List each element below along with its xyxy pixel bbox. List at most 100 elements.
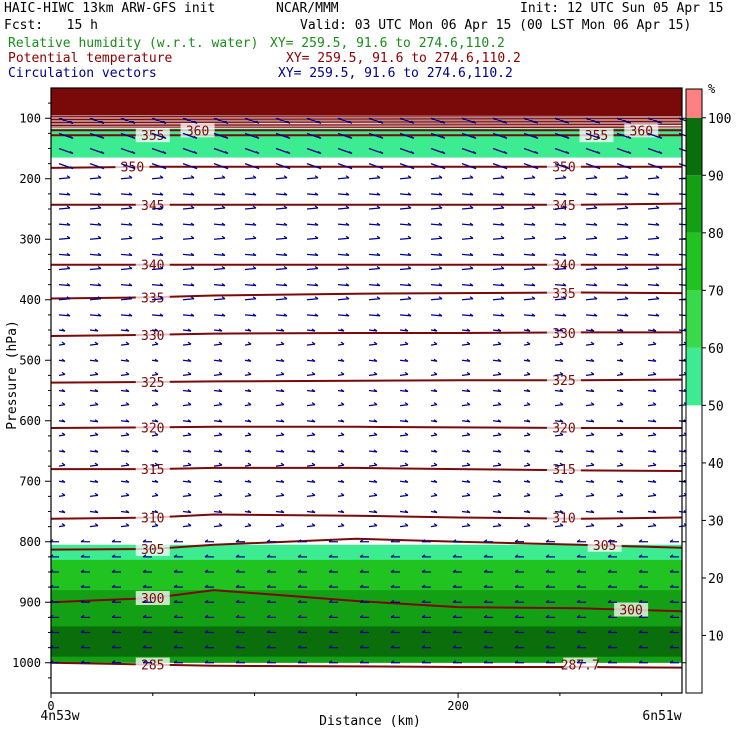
wind-vector-head xyxy=(526,358,531,362)
wind-vector xyxy=(120,147,136,155)
wind-vector-head xyxy=(142,539,147,543)
wind-vector-head xyxy=(162,166,167,170)
wind-vector-head xyxy=(328,614,333,618)
wind-vector-head xyxy=(497,328,502,332)
wind-vector-head xyxy=(466,371,471,375)
wind-vector-head xyxy=(500,266,505,269)
wind-vector xyxy=(244,314,257,317)
wind-vector xyxy=(492,253,505,256)
theta-label: 285 xyxy=(141,659,164,674)
wind-vector xyxy=(647,329,657,332)
wind-vector xyxy=(58,434,66,437)
wind-vector xyxy=(337,373,345,376)
theta-label: 360 xyxy=(186,124,209,139)
wind-vector xyxy=(647,132,663,139)
wind-vector xyxy=(337,223,350,226)
wind-vector-head xyxy=(390,660,395,664)
wind-vector xyxy=(554,253,567,256)
colorbar-unit: % xyxy=(708,82,716,96)
wind-vector-head xyxy=(159,235,164,239)
wind-vector xyxy=(213,480,223,483)
wind-vector-head xyxy=(469,205,474,209)
wind-vector-head xyxy=(61,449,66,453)
wind-vector xyxy=(306,314,319,317)
wind-vector xyxy=(244,373,252,376)
wind-vector xyxy=(151,373,159,376)
wind-vector-head xyxy=(531,283,536,287)
wind-vector-head xyxy=(483,630,488,633)
wind-vector-head xyxy=(311,479,316,483)
wind-vector xyxy=(492,329,502,332)
wind-vector-head xyxy=(187,449,192,453)
wind-vector-head xyxy=(125,328,130,332)
wind-vector xyxy=(430,298,443,301)
wind-vector-head xyxy=(66,205,71,209)
wind-vector-head xyxy=(565,135,570,139)
wind-vector-head xyxy=(619,389,624,392)
wind-vector-head xyxy=(503,120,508,124)
wind-vector-head xyxy=(247,358,252,362)
colorbar-tick-label: 80 xyxy=(708,227,724,242)
x-end-label-left: 4n53w xyxy=(40,709,79,724)
wind-vector-head xyxy=(348,135,353,139)
wind-vector-head xyxy=(94,389,99,392)
wind-vector xyxy=(182,237,195,240)
wind-vector xyxy=(368,132,384,139)
wind-vector-head xyxy=(619,449,624,453)
wind-vector-head xyxy=(576,584,581,588)
wind-vector-head xyxy=(297,630,302,633)
wind-vector xyxy=(368,373,378,376)
wind-vector-head xyxy=(359,569,364,573)
wind-vector-head xyxy=(125,432,130,436)
wind-vector-head xyxy=(317,120,322,124)
wind-vector xyxy=(461,389,471,393)
wind-vector xyxy=(585,494,595,497)
wind-vector xyxy=(89,163,105,170)
wind-vector-head xyxy=(652,523,657,527)
wind-vector-head xyxy=(218,492,223,496)
wind-vector-head xyxy=(562,175,567,179)
wind-vector xyxy=(492,510,502,514)
wind-vector-head xyxy=(345,192,350,196)
wind-vector-head xyxy=(441,120,446,124)
wind-vector-head xyxy=(128,313,133,317)
wind-vector xyxy=(554,389,564,393)
wind-vector-head xyxy=(607,539,612,543)
wind-vector xyxy=(89,480,99,483)
wind-vector xyxy=(275,223,288,226)
wind-vector xyxy=(213,284,226,287)
wind-vector xyxy=(461,177,474,180)
wind-vector-head xyxy=(280,358,285,362)
wind-vector-head xyxy=(526,462,531,466)
wind-vector-head xyxy=(438,313,443,317)
wind-vector-head xyxy=(565,120,570,124)
wind-vector xyxy=(647,237,660,240)
wind-vector xyxy=(585,223,598,226)
wind-vector-head xyxy=(590,389,595,392)
wind-vector xyxy=(213,193,226,196)
wind-vector xyxy=(244,494,252,497)
wind-vector xyxy=(244,464,252,467)
wind-vector-head xyxy=(619,479,624,483)
wind-vector-head xyxy=(128,283,133,287)
wind-vector-head xyxy=(576,599,581,603)
wind-vector-head xyxy=(562,235,567,239)
theta-label-bg xyxy=(135,375,170,390)
wind-vector xyxy=(89,298,102,301)
wind-vector-head xyxy=(652,492,657,496)
wind-vector-head xyxy=(526,328,531,332)
theta-label: 325 xyxy=(141,376,164,391)
wind-vector xyxy=(554,163,570,170)
wind-vector-head xyxy=(404,389,409,392)
wind-vector-head xyxy=(590,492,595,496)
wind-vector-head xyxy=(340,462,345,466)
wind-vector-head xyxy=(500,192,505,196)
wind-vector-head xyxy=(559,341,564,345)
wind-vector xyxy=(647,193,660,196)
wind-vector xyxy=(120,389,130,393)
wind-vector-head xyxy=(607,645,612,649)
wind-vector-head xyxy=(373,419,378,423)
wind-vector-head xyxy=(619,402,624,406)
wind-vector xyxy=(523,177,536,180)
wind-vector xyxy=(461,480,471,483)
